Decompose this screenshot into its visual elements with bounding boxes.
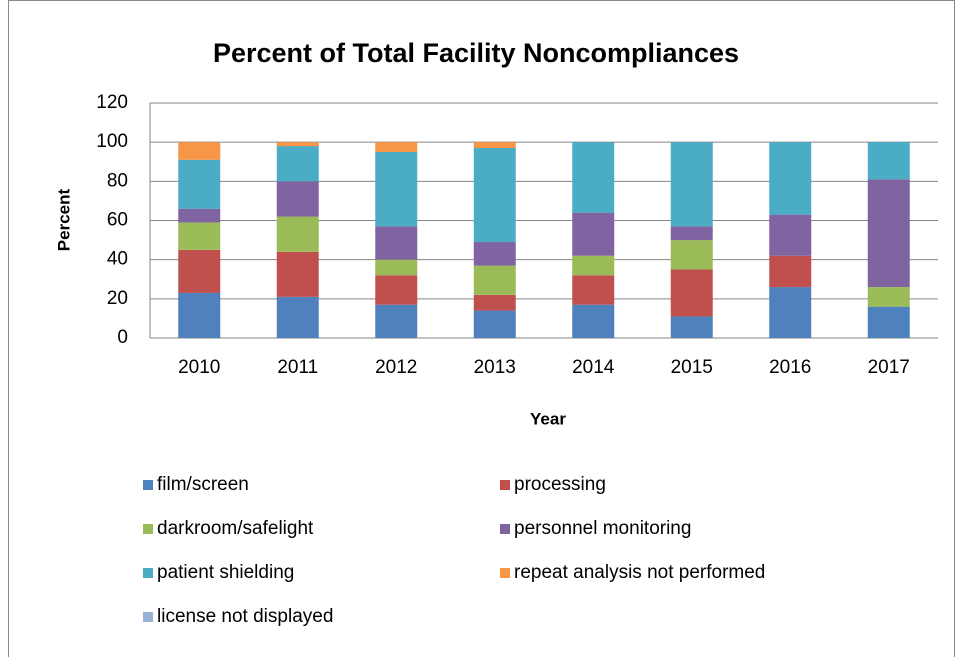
bar-segment — [670, 142, 713, 227]
bar-segment — [178, 222, 221, 250]
y-axis-title: Percent — [54, 188, 73, 251]
legend-swatch — [500, 568, 510, 578]
x-tick-label: 2013 — [474, 357, 516, 378]
x-tick-label: 2010 — [178, 357, 220, 378]
legend-label: license not displayed — [157, 606, 333, 627]
x-axis-title: Year — [530, 409, 566, 428]
chart-title: Percent of Total Facility Noncompliances — [213, 38, 739, 68]
bar-segment — [572, 142, 615, 213]
x-tick-label: 2014 — [572, 357, 615, 378]
bar-segment — [867, 287, 910, 307]
bar-segment — [276, 251, 319, 297]
y-tick-label: 40 — [107, 249, 128, 270]
legend-swatch — [143, 480, 153, 490]
bar-segment — [670, 316, 713, 338]
bar-segment — [572, 212, 615, 256]
bar-segment — [276, 142, 319, 147]
bar-segment — [276, 181, 319, 217]
legend-swatch — [500, 480, 510, 490]
legend-swatch — [143, 612, 153, 622]
bar-segment — [867, 179, 910, 288]
y-tick-label: 120 — [96, 92, 128, 113]
bar-segment — [769, 142, 812, 215]
bar-segment — [572, 304, 615, 338]
bar-segment — [769, 214, 812, 256]
bar-segment — [276, 296, 319, 338]
y-tick-label: 0 — [117, 327, 128, 348]
bar-segment — [375, 142, 418, 152]
bar-segment — [473, 142, 516, 149]
y-tick-label: 20 — [107, 288, 128, 309]
x-tick-label: 2011 — [277, 357, 318, 378]
bar-segment — [375, 259, 418, 276]
y-tick-label: 60 — [107, 210, 128, 231]
x-tick-label: 2017 — [868, 357, 910, 378]
bar-segment — [178, 292, 221, 338]
bar-segment — [375, 226, 418, 260]
bar-segment — [670, 226, 713, 241]
bar-segment — [769, 255, 812, 288]
x-tick-label: 2012 — [375, 357, 417, 378]
bar-segment — [473, 242, 516, 266]
bar-segment — [178, 249, 221, 293]
x-tick-label: 2015 — [671, 357, 713, 378]
bar-segment — [572, 255, 615, 276]
legend-swatch — [500, 524, 510, 534]
legend-label: darkroom/safelight — [157, 518, 314, 539]
bar-segment — [473, 148, 516, 243]
bar-segment — [670, 240, 713, 270]
bar-segment — [178, 208, 221, 223]
bar-segment — [473, 265, 516, 295]
bar-segment — [276, 216, 319, 252]
bar-segment — [867, 142, 910, 180]
bar-segment — [572, 275, 615, 305]
bar-segment — [375, 304, 418, 338]
bar-segment — [276, 146, 319, 182]
legend-label: processing — [514, 474, 606, 495]
legend-label: repeat analysis not performed — [514, 562, 765, 583]
y-tick-label: 100 — [96, 131, 128, 152]
bar-segment — [178, 159, 221, 209]
bar-segment — [375, 151, 418, 227]
bar-segment — [867, 306, 910, 338]
bar-segment — [670, 269, 713, 317]
legend-label: film/screen — [157, 474, 249, 495]
legend-label: personnel monitoring — [514, 518, 691, 539]
legend-label: patient shielding — [157, 562, 294, 583]
bar-segment — [178, 142, 221, 160]
x-tick-label: 2016 — [769, 357, 811, 378]
legend-swatch — [143, 524, 153, 534]
y-tick-label: 80 — [107, 170, 128, 191]
bar-segment — [473, 310, 516, 338]
bar-segment — [375, 275, 418, 305]
bar-segment — [769, 287, 812, 338]
bar-segment — [473, 294, 516, 311]
legend-swatch — [143, 568, 153, 578]
